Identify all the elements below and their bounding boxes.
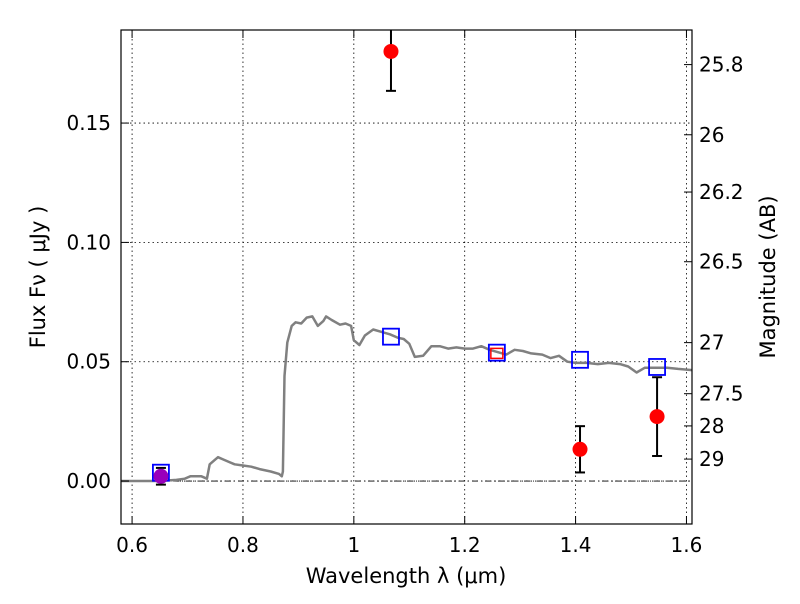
y-tick-label: 0.00 [66,469,111,493]
y2-axis-label: Magnitude (AB) [756,195,780,358]
model-sed-line [121,315,693,483]
plot-frame [120,29,693,525]
model-photometry-square [571,350,589,369]
y-axis-label: Flux Fν ( μJy ) [26,206,50,349]
grid-lines [121,30,692,524]
x-tick-label: 1.2 [449,533,481,557]
observed-point [490,347,504,360]
y2-axis-ticks: 25.8 26 26.2 26.5 27 27.5 28 29 [684,53,744,471]
x-axis-ticks: 0.6 0.8 1 1.2 1.4 1.6 [116,30,702,557]
x-tick-label: 1.6 [671,533,703,557]
y2-tick-label: 26 [699,123,724,147]
model-photometry-squares [152,327,666,482]
x-axis-label: Wavelength λ (μm) [306,564,507,588]
y2-tick-label: 29 [699,447,724,471]
y2-tick-label: 26.2 [699,180,744,204]
axes-box [120,29,693,525]
observed-photometry-points [153,30,665,486]
y-tick-label: 0.10 [66,230,111,254]
y2-tick-label: 28 [699,414,724,438]
y-axis-ticks: 0.00 0.05 0.10 0.15 [66,111,129,493]
model-photometry-square [382,327,400,346]
y2-tick-label: 27.5 [699,382,744,406]
model-photometry-square [648,358,666,376]
observed-point [649,409,665,425]
observed-point [383,43,399,59]
model-sed-curve [121,315,693,483]
y2-tick-label: 27 [699,331,724,355]
y-tick-label: 0.05 [66,350,111,374]
x-tick-label: 0.6 [116,533,148,557]
y2-tick-label: 26.5 [699,250,744,274]
x-tick-label: 0.8 [227,533,259,557]
x-tick-label: 1.4 [560,533,592,557]
y2-tick-label: 25.8 [699,53,744,77]
observed-point [153,468,169,484]
x-tick-label: 1 [347,533,360,557]
y-tick-label: 0.15 [66,111,111,135]
observed-point [572,441,588,457]
model-photometry-square [487,343,506,362]
